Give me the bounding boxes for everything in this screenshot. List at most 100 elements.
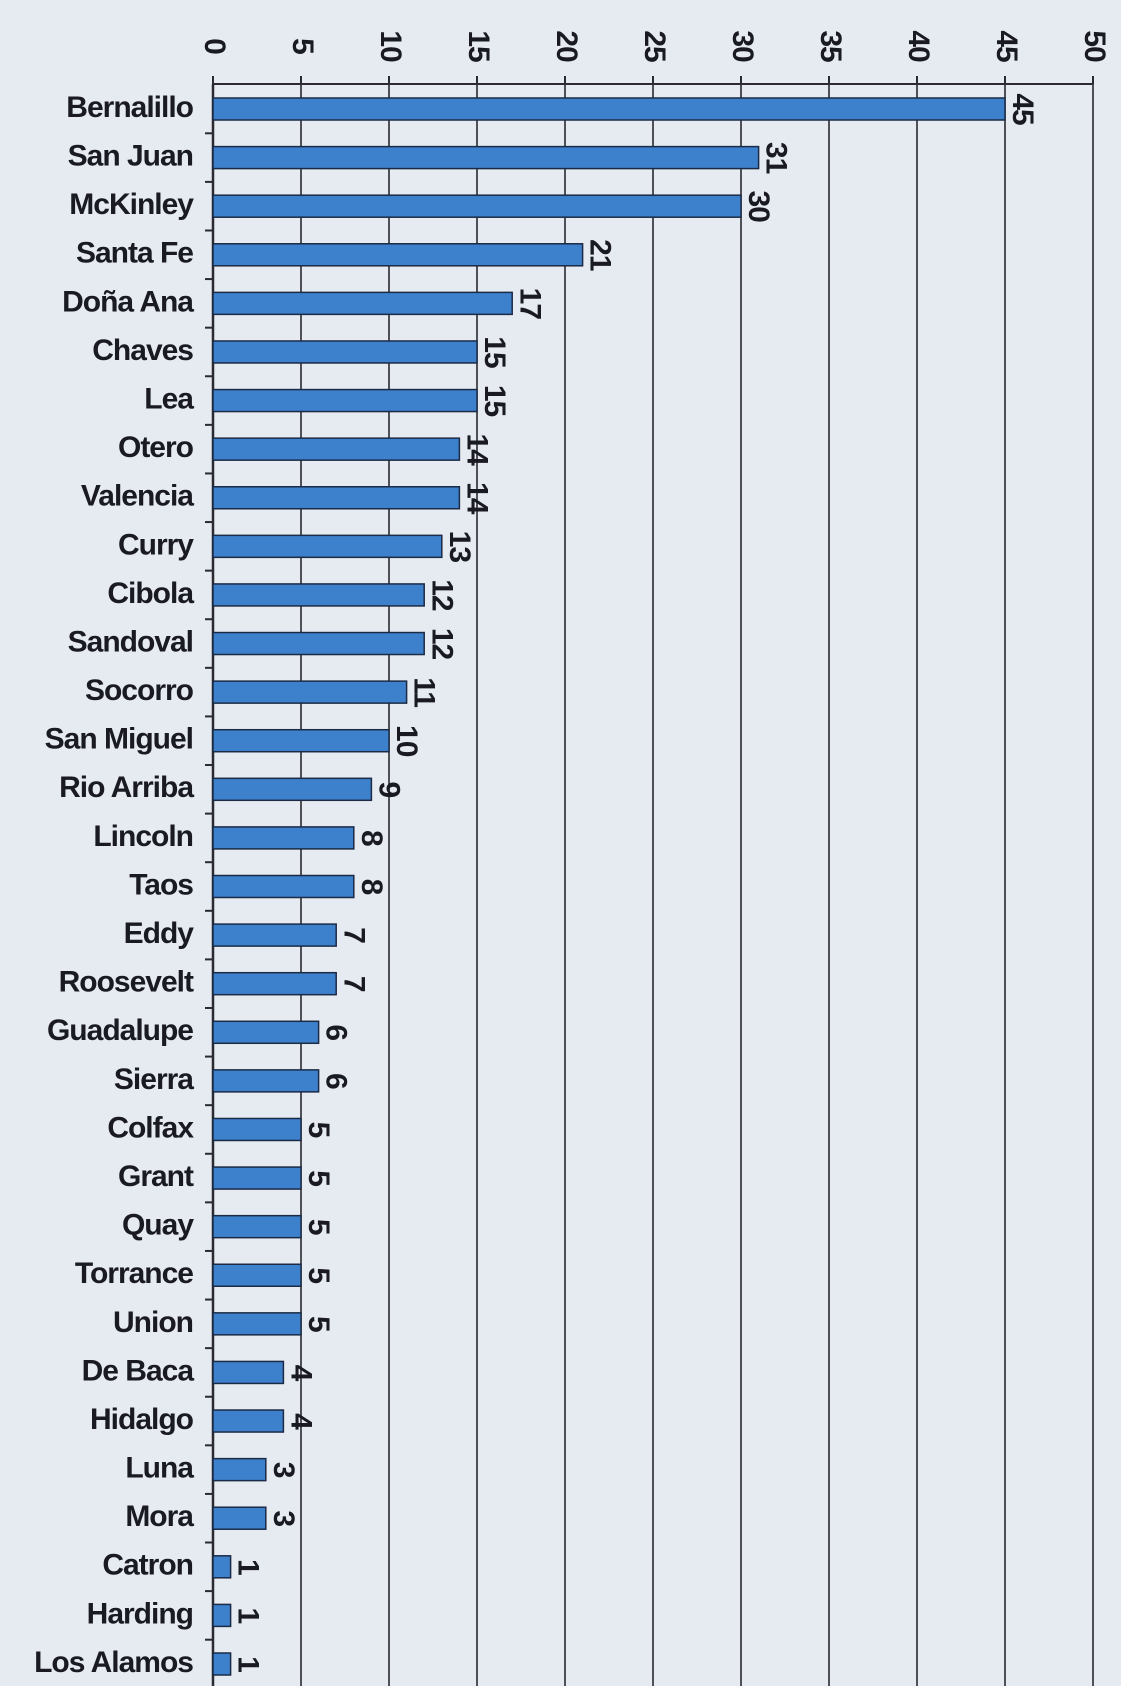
bar [212,777,373,802]
data-label: 17 [513,288,546,320]
bar [212,1263,302,1287]
bar [212,1603,232,1628]
bar [212,826,355,850]
bar [212,1214,302,1239]
bar [212,631,425,656]
data-label: 8 [355,830,388,846]
data-label: 5 [302,1170,335,1186]
y-tick-label: Doña Ana [62,285,194,318]
bar [212,1457,267,1482]
y-tick-label: Union [113,1306,193,1339]
data-label: 9 [372,781,405,797]
data-label: 1 [232,1608,265,1624]
bar [212,971,337,996]
x-tick-label: 40 [902,30,935,62]
y-tick-label: McKinley [69,188,194,221]
y-tick-label: Chaves [92,334,193,367]
data-label: 8 [355,879,388,895]
bar [212,728,390,753]
bar [212,1117,302,1142]
y-tick-label: De Baca [82,1354,195,1387]
data-label: 6 [320,1073,353,1089]
bar [212,340,478,364]
bar [212,923,337,947]
x-tick-label: 5 [286,38,319,54]
x-tick-label: 20 [550,30,583,62]
y-tick-label: Guadalupe [47,1014,193,1047]
bar [212,243,584,267]
data-label: 1 [232,1559,265,1575]
y-tick-label: Lincoln [93,820,193,853]
data-label: 15 [478,385,511,417]
y-tick-label: Rio Arriba [59,771,194,804]
y-tick-label: Colfax [107,1111,194,1144]
data-label: 45 [1006,93,1039,125]
data-label: 15 [478,336,511,368]
data-label: 21 [584,239,617,271]
y-tick-label: Socorro [85,674,194,707]
x-tick-label: 30 [726,30,759,62]
bar [212,194,742,218]
data-label: 30 [742,191,775,223]
x-tick-label: 35 [814,30,847,62]
data-label: 10 [390,725,423,757]
y-tick-label: Los Alamos [34,1646,193,1679]
y-tick-label: Grant [118,1160,194,1193]
x-tick-label: 45 [990,30,1023,62]
data-label: 3 [267,1462,300,1478]
bar [212,583,425,607]
bar [212,1069,320,1093]
data-label: 7 [337,976,370,992]
bar [212,874,355,899]
bar [212,145,760,170]
y-tick-label: San Juan [68,140,193,173]
y-tick-label: Santa Fe [76,237,193,270]
bar [212,1020,320,1045]
x-tick-label: 10 [374,30,407,62]
y-tick-label: Bernalillo [66,91,193,124]
x-tick-label: 0 [198,38,231,54]
data-label: 4 [284,1413,317,1430]
y-tick-label: Torrance [75,1257,193,1290]
y-tick-label: Cibola [107,577,194,610]
y-tick-label: Curry [118,528,194,561]
data-label: 5 [302,1219,335,1235]
bar [212,97,1006,121]
y-tick-label: Sierra [114,1063,194,1096]
y-tick-label: Hidalgo [90,1403,194,1436]
data-label: 5 [302,1316,335,1332]
bar [212,1360,285,1385]
y-tick-label: Otero [118,431,194,464]
x-tick-label: 50 [1078,30,1111,62]
data-label: 7 [337,927,370,943]
data-label: 11 [408,677,441,707]
data-label: 13 [443,531,476,563]
y-tick-label: Roosevelt [59,966,194,999]
bar [212,1409,285,1433]
y-tick-label: Luna [125,1452,194,1485]
y-tick-label: Catron [102,1549,193,1582]
bar [212,680,408,704]
y-tick-label: Taos [129,868,193,901]
bar [212,291,513,316]
bar [212,437,461,461]
bar [212,534,443,559]
data-label: 14 [460,433,493,466]
data-label: 1 [232,1656,265,1672]
y-tick-label: Quay [122,1209,194,1242]
y-tick-label: Eddy [124,917,195,950]
data-label: 14 [460,482,493,515]
bar [212,388,478,413]
y-tick-label: San Miguel [45,723,193,756]
bar [212,1555,232,1579]
y-tick-label: Lea [144,382,194,415]
x-tick-label: 25 [638,30,671,62]
data-label: 31 [760,142,793,174]
data-label: 4 [284,1365,317,1382]
y-tick-label: Harding [87,1597,193,1630]
data-label: 5 [302,1267,335,1283]
data-label: 6 [320,1024,353,1040]
x-tick-label: 15 [462,30,495,62]
y-tick-label: Sandoval [68,625,193,658]
